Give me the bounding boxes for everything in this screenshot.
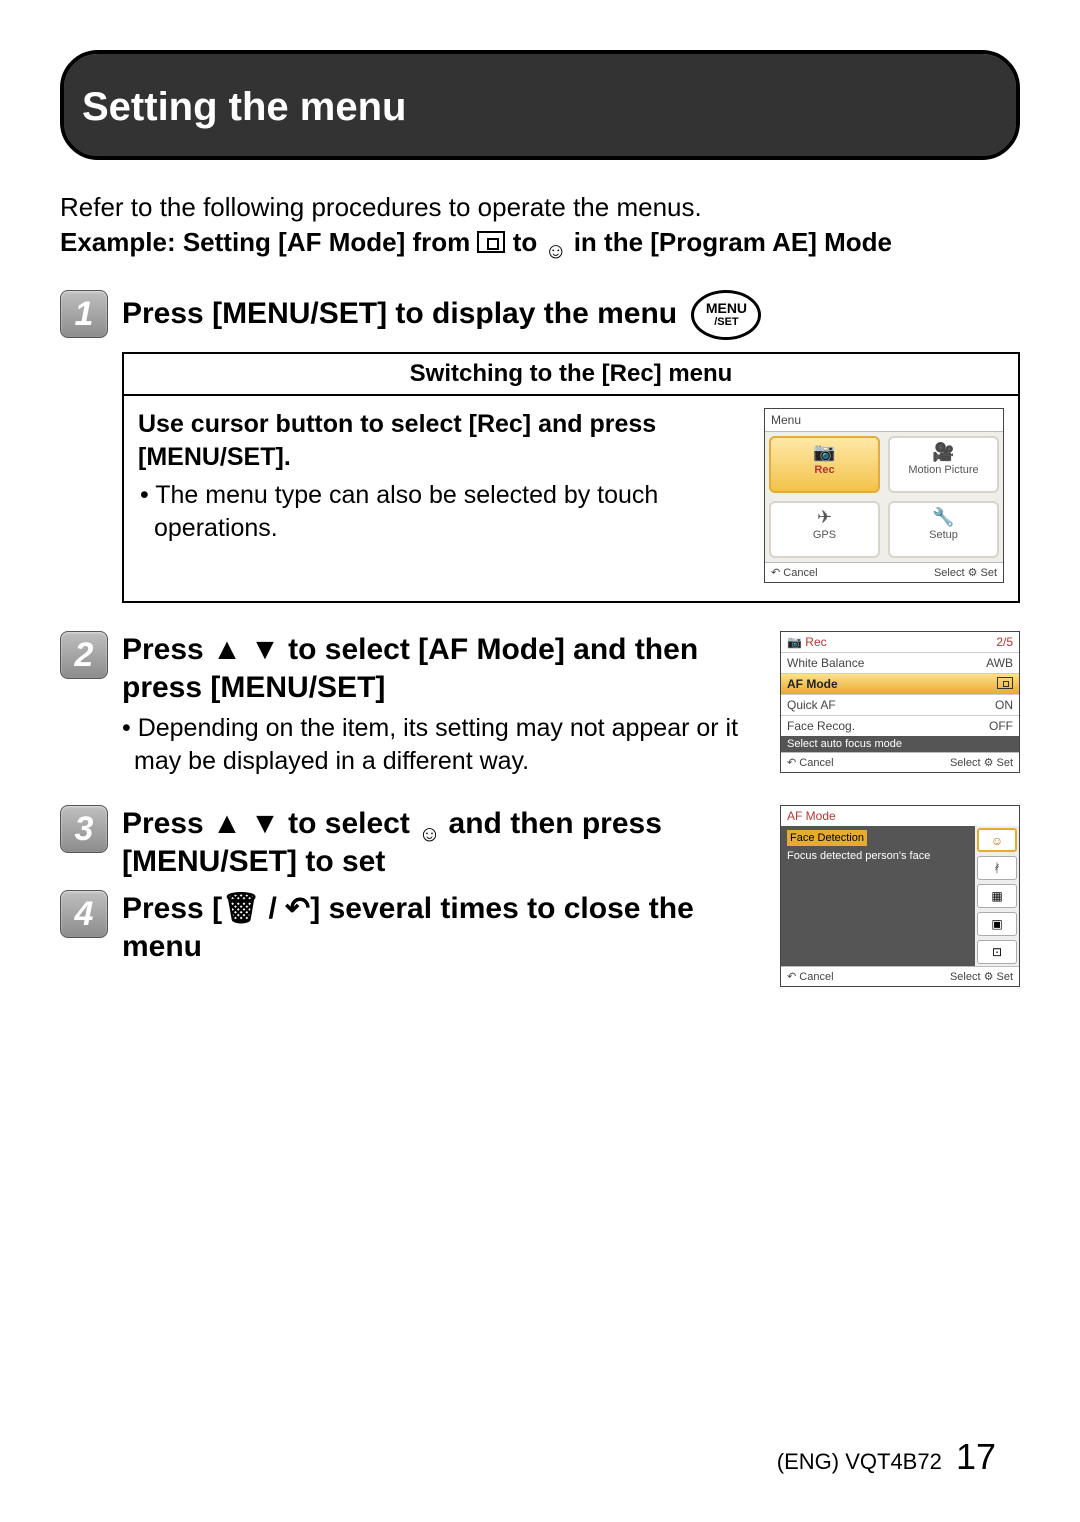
rec-box-text: Use cursor button to select [Rec] and pr… [138,408,764,583]
intro-block: Refer to the following procedures to ope… [60,190,1020,260]
footer-page: 17 [956,1436,996,1477]
shot1-grid: 📷 Rec 🎥 Motion Picture ✈ GPS 🔧 Setup [765,432,1003,562]
shot3-left: Face Detection Focus detected person's f… [781,826,975,966]
shot2-header: 📷 Rec 2/5 [781,632,1019,652]
step-3-title: Press ▲ ▼ to select and then press [MENU… [122,805,766,880]
shot1-cell-rec: 📷 Rec [769,436,880,493]
step-2-row: 2 Press ▲ ▼ to select [AF Mode] and then… [60,631,1020,777]
shot3-foot-cancel: ↶ Cancel [787,970,834,983]
shot3-opt-face: ☺ [977,828,1017,852]
screenshot-menu-grid: Menu 📷 Rec 🎥 Motion Picture ✈ GPS 🔧 Setu… [764,408,1004,583]
shot3-desc: Focus detected person's face [787,850,930,862]
intro-example: Example: Setting [AF Mode] from to in th… [60,225,1020,260]
plane-icon: ✈ [771,507,878,528]
shot2-row-face-label: Face Recog. [787,719,855,733]
step-1-title-text: Press [MENU/SET] to display the menu [122,297,685,330]
shot3-opt-1area: ▣ [977,912,1017,936]
shot3-opt-tracking: ᚯ [977,856,1017,880]
menu-set-badge-icon: MENU /SET [691,290,761,340]
step-2-title: Press ▲ ▼ to select [AF Mode] and then p… [122,631,766,706]
shot2-foot-set: Select ⚙ Set [950,756,1013,769]
step-2-desc: • Depending on the item, its setting may… [122,712,766,777]
screenshot-rec-list: 📷 Rec 2/5 White Balance AWB AF Mode Quic… [780,631,1020,773]
shot1-cell-gps-label: GPS [813,529,836,541]
shot2-hint: Select auto focus mode [781,736,1019,752]
shot1-foot-cancel: ↶ Cancel [771,566,818,579]
face-detect-icon [544,232,566,254]
shot3-foot-set: Select ⚙ Set [950,970,1013,983]
shot3-body: Face Detection Focus detected person's f… [781,826,1019,966]
shot2-row-facerecog: Face Recog. OFF [781,715,1019,736]
intro-line1: Refer to the following procedures to ope… [60,190,1020,225]
screenshot-afmode-detail: AF Mode Face Detection Focus detected pe… [780,805,1020,987]
step-4-number: 4 [60,890,108,938]
wrench-icon: 🔧 [890,507,997,528]
shot1-cell-rec-label: Rec [814,464,834,476]
step-4: 4 Press [🗑 / ↶] several times to close t… [60,890,766,965]
shot1-cell-setup: 🔧 Setup [888,501,999,558]
example-suffix: in the [Program AE] Mode [574,227,892,257]
shot1-cell-setup-label: Setup [929,529,958,541]
shot2-row-wb-label: White Balance [787,656,864,670]
step-2-bullet: • Depending on the item, its setting may… [122,712,766,777]
badge-top: MENU [706,300,747,316]
shot2-row-face-val: OFF [989,719,1013,733]
shot2-row-quick-val: ON [995,698,1013,712]
step-2-number: 2 [60,631,108,679]
shot3-opt-23area: ▦ [977,884,1017,908]
step-1-number: 1 [60,290,108,338]
step-3-number: 3 [60,805,108,853]
face-detect-icon-2 [418,813,440,835]
step-2: 2 Press ▲ ▼ to select [AF Mode] and then… [60,631,766,777]
step-3-4-row: 3 Press ▲ ▼ to select and then press [ME… [60,805,1020,987]
shot3-options: ☺ ᚯ ▦ ▣ ⊡ [975,826,1019,966]
step-1-title: Press [MENU/SET] to display the menu MEN… [122,290,1020,340]
rec-box-sub2: • The menu type can also be selected by … [138,479,754,544]
shot1-cell-gps: ✈ GPS [769,501,880,558]
page-footer: (ENG) VQT4B72 17 [777,1436,996,1478]
shot2-row-quickaf: Quick AF ON [781,694,1019,715]
shot1-foot-set: Select ⚙ Set [934,566,997,579]
shot1-cell-motion-label: Motion Picture [908,464,978,476]
step-1: 1 Press [MENU/SET] to display the menu M… [60,290,1020,340]
example-mid: to [513,227,545,257]
video-icon: 🎥 [890,442,997,463]
shot2-row-wb: White Balance AWB [781,652,1019,673]
shot3-opt-spot: ⊡ [977,940,1017,964]
shot2-row-af-label: AF Mode [787,677,838,691]
step-3-title-a: Press ▲ ▼ to select [122,807,418,840]
rec-box-sub1: Use cursor button to select [Rec] and pr… [138,408,754,473]
af-mode-box-icon [477,231,505,253]
rec-box-title: Switching to the [Rec] menu [124,354,1018,396]
shot2-foot-cancel: ↶ Cancel [787,756,834,769]
shot2-footer: ↶ Cancel Select ⚙ Set [781,752,1019,772]
shot2-row-wb-val: AWB [986,656,1013,670]
header-title-wrap: Setting the menu [64,54,1016,156]
af-box-value-icon [997,677,1013,689]
shot2-hdr-right: 2/5 [996,635,1013,649]
shot2-row-afmode: AF Mode [781,673,1019,694]
badge-bottom: /SET [694,315,758,329]
shot3-header: AF Mode [781,806,1019,826]
shot2-hdr-left: 📷 Rec [787,635,827,649]
shot1-cell-motion: 🎥 Motion Picture [888,436,999,493]
shot3-face-detection: Face Detection [787,830,867,846]
page-header: Setting the menu [60,50,1020,160]
shot1-footer: ↶ Cancel Select ⚙ Set [765,562,1003,582]
footer-code: (ENG) VQT4B72 [777,1449,942,1474]
shot3-footer: ↶ Cancel Select ⚙ Set [781,966,1019,986]
step-4-title: Press [🗑 / ↶] several times to close the… [122,890,766,965]
step-3: 3 Press ▲ ▼ to select and then press [ME… [60,805,766,880]
shot1-title: Menu [765,409,1003,432]
shot2-row-quick-label: Quick AF [787,698,836,712]
camera-icon: 📷 [771,442,878,463]
shot3-hdr-label: AF Mode [787,809,836,823]
page-title: Setting the menu [64,55,1018,156]
example-prefix: Example: Setting [AF Mode] from [60,227,477,257]
rec-menu-box: Switching to the [Rec] menu Use cursor b… [122,352,1020,603]
